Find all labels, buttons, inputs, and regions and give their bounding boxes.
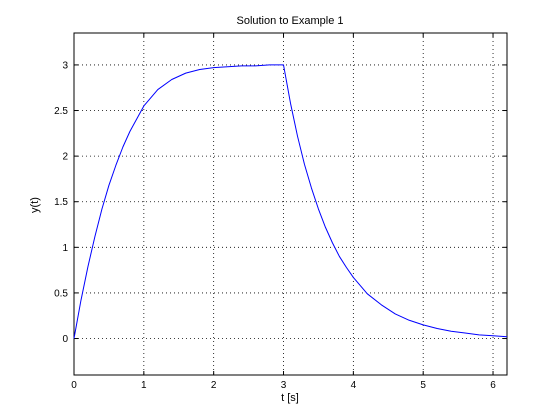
- series-layer: [73, 64, 508, 339]
- series-line: [73, 64, 508, 339]
- y-tick-label: 0: [62, 334, 68, 345]
- x-tick-label: 6: [490, 380, 496, 391]
- x-tick-label: 1: [141, 380, 147, 391]
- chart-title: Solution to Example 1: [236, 15, 343, 27]
- plot-area-frame: [73, 32, 508, 376]
- y-axis-label: y(t): [29, 197, 41, 213]
- grid: [74, 33, 507, 375]
- y-tick-label: 2.5: [54, 106, 68, 117]
- y-tick-label: 0.5: [54, 288, 68, 299]
- x-tick-label: 3: [281, 380, 287, 391]
- y-tick-label: 1.5: [54, 197, 68, 208]
- y-tick-label: 1: [62, 243, 68, 254]
- x-tick-label: 2: [211, 380, 217, 391]
- axis-ticks: 0 1 2 3 4 5 6 0 0.5 1 1.5 2 2.5 3: [54, 33, 507, 391]
- x-tick-label: 4: [351, 380, 357, 391]
- x-tick-label: 5: [420, 380, 426, 391]
- y-tick-label: 3: [62, 60, 68, 71]
- x-axis-label: t [s]: [281, 392, 299, 404]
- y-tick-label: 2: [62, 152, 68, 163]
- x-tick-label: 0: [71, 380, 77, 391]
